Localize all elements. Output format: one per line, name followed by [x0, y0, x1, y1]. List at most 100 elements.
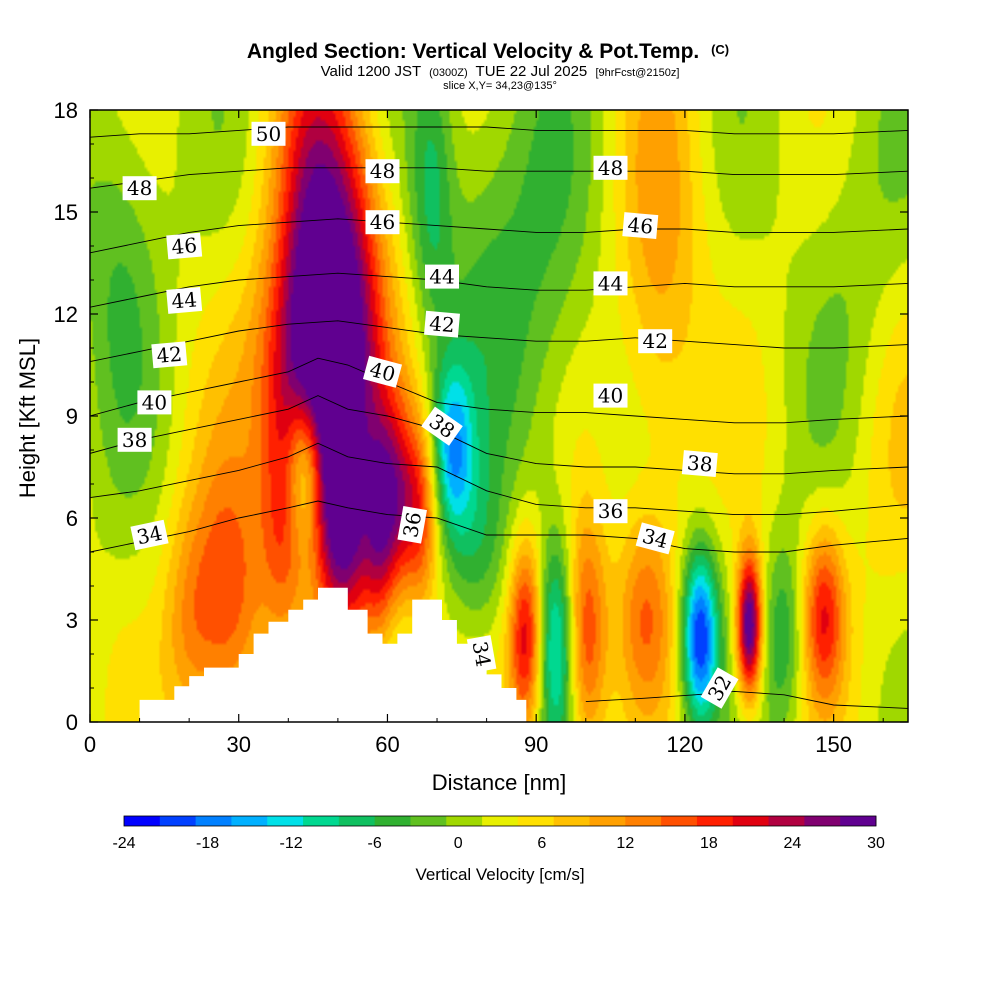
contour-label-box [593, 499, 628, 524]
contour-label-box [251, 121, 286, 146]
colorbar-tick-label: -6 [368, 835, 382, 852]
chart-title-main: Angled Section: Vertical Velocity & Pot.… [247, 40, 699, 63]
colorbar-swatch [482, 816, 519, 826]
contour-label-text: 42 [428, 311, 455, 337]
colorbar-swatch [195, 816, 232, 826]
contour-label-36: 36 [593, 499, 628, 524]
colorbar-swatch [231, 816, 268, 826]
contour-label-text: 46 [370, 210, 395, 234]
chart-title-suffix: (C) [711, 42, 729, 57]
contour-label-36: 36 [397, 505, 427, 544]
contour-label-box [593, 155, 628, 180]
contour-label-44: 44 [166, 286, 203, 314]
contour-label-text: 50 [256, 122, 281, 146]
contour-label-38: 38 [681, 450, 718, 478]
contour-label-box [466, 635, 497, 673]
y-tick-label: 0 [66, 710, 78, 735]
contour-label-box [638, 329, 673, 354]
colorbar-tick-label: 30 [867, 835, 885, 852]
contour-label-text: 48 [370, 159, 395, 183]
colorbar-swatch [661, 816, 698, 826]
y-tick-label: 3 [66, 608, 78, 633]
contour-label-text: 42 [156, 342, 183, 368]
contour-label-40: 40 [593, 383, 628, 408]
contour-label-box [593, 271, 628, 296]
colorbar-tick-label: -12 [280, 835, 303, 852]
contour-label-box [137, 390, 172, 415]
contour-label-44: 44 [593, 271, 628, 296]
x-tick-label: 120 [667, 732, 704, 757]
colorbar-swatch [768, 816, 805, 826]
theta-contour-36 [90, 442, 908, 516]
contour-label-text: 38 [686, 451, 713, 477]
contour-label-text: 34 [135, 521, 165, 550]
contour-label-34: 34 [130, 519, 169, 551]
theta-contour-40 [90, 357, 908, 424]
x-tick-label: 90 [524, 732, 548, 757]
theta-contour-48 [90, 167, 908, 189]
colorbar-swatch [589, 816, 626, 826]
theta-contour-44 [90, 272, 908, 308]
contour-label-44: 44 [425, 264, 459, 289]
contour-label-text: 48 [127, 176, 152, 200]
contour-label-48: 48 [122, 176, 157, 201]
colorbar-swatch [374, 816, 411, 826]
contour-label-box [166, 232, 203, 260]
colorbar-swatch [625, 816, 662, 826]
colorbar-tick-label: 12 [616, 835, 634, 852]
slice-label: slice X,Y= 34,23@135° [443, 80, 557, 92]
x-tick-label: 30 [226, 732, 250, 757]
contour-label-box [424, 310, 460, 338]
theta-contour-38 [90, 395, 908, 475]
contour-label-box [425, 264, 459, 289]
contour-label-42: 42 [151, 341, 188, 369]
contour-label-text: 40 [598, 384, 623, 408]
theta-contour-32 [585, 690, 908, 709]
colorbar-swatch [840, 816, 877, 826]
theta-contour-46 [90, 218, 908, 254]
contour-label-text: 44 [170, 287, 197, 313]
colorbar-frame [123, 815, 877, 827]
y-tick-label: 6 [66, 506, 78, 531]
contour-label-32: 32 [700, 667, 739, 709]
colorbar-tick-label: 0 [454, 835, 463, 852]
colorbar-swatch [124, 816, 161, 826]
x-axis-label: Distance [nm] [432, 770, 567, 795]
contour-label-box [397, 505, 427, 544]
theta-contours [90, 126, 908, 709]
contour-label-text: 38 [122, 428, 147, 452]
contour-label-40: 40 [362, 355, 403, 388]
colorbar-tick-label: 24 [784, 835, 802, 852]
contour-label-48: 48 [593, 155, 628, 180]
theta-contour-42 [90, 320, 908, 363]
contour-label-box [166, 286, 203, 314]
contour-label-box [635, 522, 675, 555]
x-tick-label: 0 [84, 732, 96, 757]
colorbar-swatch [804, 816, 841, 826]
y-tick-label: 15 [54, 200, 78, 225]
velocity-field [90, 110, 908, 722]
contour-label-box [362, 355, 403, 388]
contour-label-box [122, 176, 157, 201]
colorbar-swatch [732, 816, 769, 826]
colorbar-tick-label: 18 [700, 835, 718, 852]
contour-label-box [151, 341, 188, 369]
valid-time-line: Valid 1200 JST (0300Z) TUE 22 Jul 2025 [… [321, 63, 680, 80]
contour-label-text: 40 [142, 390, 167, 414]
colorbar-swatch [159, 816, 197, 826]
valid-time-zulu: (0300Z) [429, 67, 468, 79]
contour-label-40: 40 [137, 390, 172, 415]
contour-label-text: 48 [598, 156, 623, 180]
theta-contour-34 [90, 500, 908, 553]
colorbar-swatch [553, 816, 590, 826]
colorbar-swatch [517, 816, 555, 826]
colorbar-swatch [267, 816, 304, 826]
velocity-field-raster [90, 110, 908, 722]
contour-label-text: 34 [468, 639, 496, 668]
colorbar-title: Vertical Velocity [cm/s] [415, 865, 584, 884]
contour-label-text: 36 [598, 499, 623, 523]
y-tick-label: 9 [66, 404, 78, 429]
valid-time-prefix: Valid 1200 JST [321, 63, 421, 80]
